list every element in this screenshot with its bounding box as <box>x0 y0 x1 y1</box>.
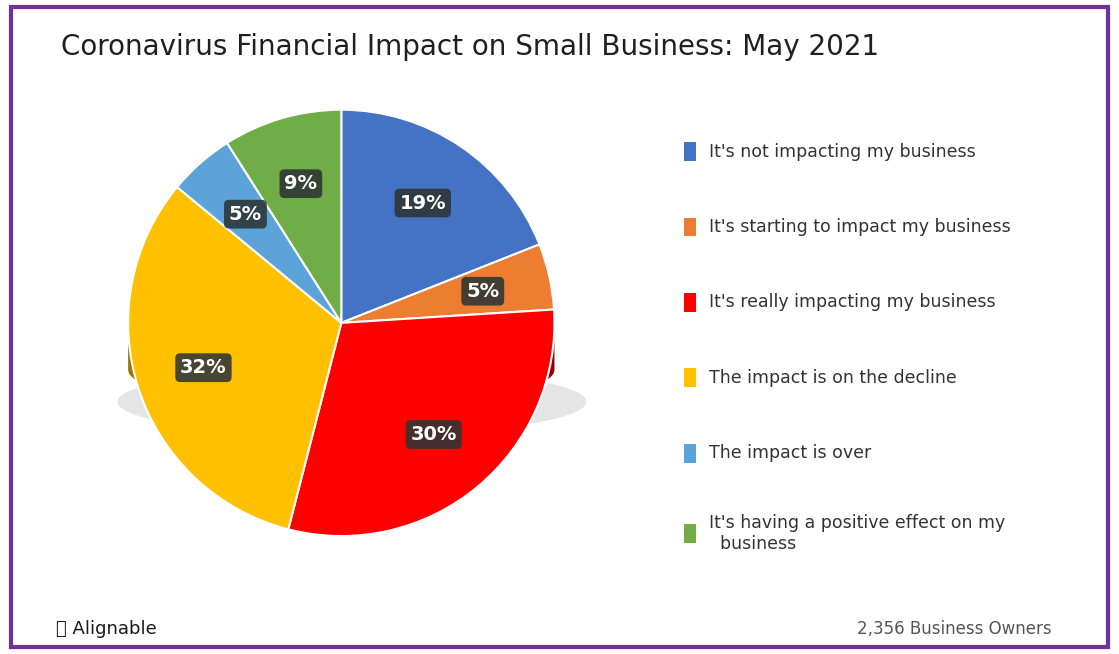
Text: 30%: 30% <box>411 425 457 444</box>
Text: 32%: 32% <box>180 358 227 377</box>
Text: 2,356 Business Owners: 2,356 Business Owners <box>857 619 1052 638</box>
Bar <box>684 368 696 387</box>
Text: Coronavirus Financial Impact on Small Business: May 2021: Coronavirus Financial Impact on Small Bu… <box>60 33 880 61</box>
Bar <box>684 443 696 462</box>
Text: It's having a positive effect on my
  business: It's having a positive effect on my busi… <box>708 514 1005 553</box>
Bar <box>684 218 696 237</box>
Wedge shape <box>129 187 341 529</box>
Bar <box>684 293 696 312</box>
Wedge shape <box>289 309 554 536</box>
Bar <box>684 143 696 161</box>
Polygon shape <box>289 324 554 408</box>
Text: It's starting to impact my business: It's starting to impact my business <box>708 218 1010 236</box>
Text: The impact is on the decline: The impact is on the decline <box>708 369 957 387</box>
Text: It's not impacting my business: It's not impacting my business <box>708 143 976 161</box>
Text: 9%: 9% <box>284 174 318 193</box>
Wedge shape <box>227 110 341 323</box>
Text: It's really impacting my business: It's really impacting my business <box>708 294 996 311</box>
Polygon shape <box>129 323 289 407</box>
Ellipse shape <box>117 368 586 436</box>
Text: 5%: 5% <box>467 282 499 301</box>
Wedge shape <box>177 143 341 323</box>
Wedge shape <box>341 245 554 323</box>
Text: 19%: 19% <box>399 194 446 213</box>
Wedge shape <box>341 110 539 323</box>
Text: Ⓢ Alignable: Ⓢ Alignable <box>56 619 157 638</box>
Text: 5%: 5% <box>229 205 262 224</box>
Text: The impact is over: The impact is over <box>708 444 871 462</box>
Bar <box>684 524 696 543</box>
